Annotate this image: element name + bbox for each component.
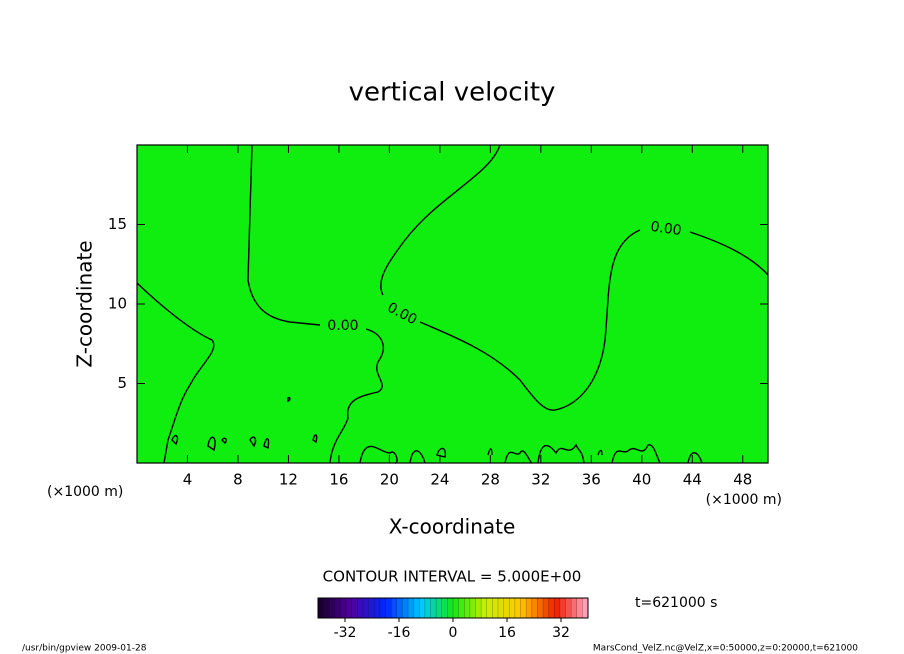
y-tick-label: 5	[117, 374, 127, 392]
y-unit: (×1000 m)	[47, 484, 123, 500]
x-tick-label: 40	[632, 471, 651, 489]
colorbar-cell	[447, 598, 454, 618]
colorbar-cell	[391, 598, 398, 618]
colorbar-cell	[565, 598, 572, 618]
colorbar-cell	[582, 598, 589, 618]
colorbar-cell	[340, 598, 347, 618]
y-tick-label: 10	[108, 295, 127, 313]
small-contours	[171, 396, 703, 464]
chart-title: vertical velocity	[349, 78, 556, 108]
time-label: t=621000 s	[635, 595, 717, 611]
colorbar-cell	[329, 598, 336, 618]
colorbar-cell	[571, 598, 578, 618]
colorbar-cell	[363, 598, 369, 618]
colorbar-cell	[346, 598, 353, 618]
colorbar: -32 -16 0 16 32	[317, 597, 589, 641]
contour-label: 0.00	[649, 219, 682, 239]
colorbar-cell	[492, 598, 499, 618]
colorbar-cell	[531, 598, 538, 618]
colorbar-cell	[430, 598, 437, 618]
colorbar-cell	[402, 598, 409, 618]
x-axis-label: X-coordinate	[389, 515, 516, 539]
colorbar-tick-label: -16	[388, 625, 411, 641]
colorbar-cell	[458, 598, 465, 618]
x-tick-label: 8	[233, 471, 243, 489]
footer-right: MarsCond_VelZ.nc@VelZ,x=0:50000,z=0:2000…	[593, 644, 858, 654]
colorbar-cell	[543, 598, 549, 618]
colorbar-cell	[503, 598, 510, 618]
contour-line	[171, 396, 703, 464]
colorbar-tick-label: -32	[334, 625, 357, 641]
y-tick-label: 15	[108, 215, 127, 233]
x-tick-label: 12	[279, 471, 298, 489]
x-tick-label: 48	[733, 471, 752, 489]
y-axis-label: Z-coordinate	[73, 240, 97, 367]
colorbar-cell	[357, 598, 364, 618]
colorbar-cell	[559, 598, 566, 618]
colorbar-cell	[318, 598, 324, 618]
colorbar-cell	[323, 598, 330, 618]
colorbar-cell	[464, 598, 471, 618]
colorbar-cell	[514, 598, 521, 618]
colorbar-cell	[526, 598, 533, 618]
colorbar-cell	[334, 598, 341, 618]
colorbar-cell	[419, 598, 426, 618]
colorbar-cell	[413, 598, 420, 618]
colorbar-cell	[475, 598, 482, 618]
colorbar-cell	[520, 598, 527, 618]
colorbar-cell	[385, 598, 392, 618]
colorbar-cell	[498, 598, 504, 618]
footer-left: /usr/bin/gpview 2009-01-28	[22, 644, 147, 654]
colorbar-cell	[453, 598, 459, 618]
colorbar-cell	[537, 598, 544, 618]
colorbar-tick-label: 16	[498, 625, 516, 641]
colorbar-cell	[469, 598, 476, 618]
contours	[136, 144, 769, 464]
colorbar-tick-label: 0	[449, 625, 458, 641]
x-unit: (×1000 m)	[706, 492, 782, 508]
colorbar-cell	[374, 598, 381, 618]
contour-interval: CONTOUR INTERVAL = 5.000E+00	[323, 568, 582, 586]
x-tick-label: 20	[380, 471, 399, 489]
contour-line	[136, 282, 215, 464]
colorbar-cell	[396, 598, 403, 618]
plot-area	[137, 145, 768, 463]
x-tick-label: 32	[531, 471, 550, 489]
colorbar-cell	[554, 598, 561, 618]
colorbar-cell	[481, 598, 488, 618]
x-tick-label: 24	[430, 471, 449, 489]
colorbar-cell	[379, 598, 386, 618]
colorbar-cell	[368, 598, 375, 618]
contour-line	[247, 144, 384, 464]
colorbar-cell	[351, 598, 358, 618]
colorbar-cell	[548, 598, 555, 618]
x-tick-label: 44	[683, 471, 702, 489]
colorbar-cell	[441, 598, 448, 618]
colorbar-cell	[436, 598, 443, 618]
colorbar-cell	[509, 598, 516, 618]
colorbar-cell	[486, 598, 493, 618]
contour-line	[380, 144, 769, 411]
x-tick-label: 28	[481, 471, 500, 489]
x-tick-label: 16	[329, 471, 348, 489]
colorbar-cell	[576, 598, 583, 618]
colorbar-tick-label: 32	[552, 625, 570, 641]
x-tick-label: 36	[582, 471, 601, 489]
x-tick-label: 4	[183, 471, 193, 489]
contour-label: 0.00	[327, 318, 358, 334]
colorbar-cell	[408, 598, 414, 618]
colorbar-cell	[424, 598, 431, 618]
